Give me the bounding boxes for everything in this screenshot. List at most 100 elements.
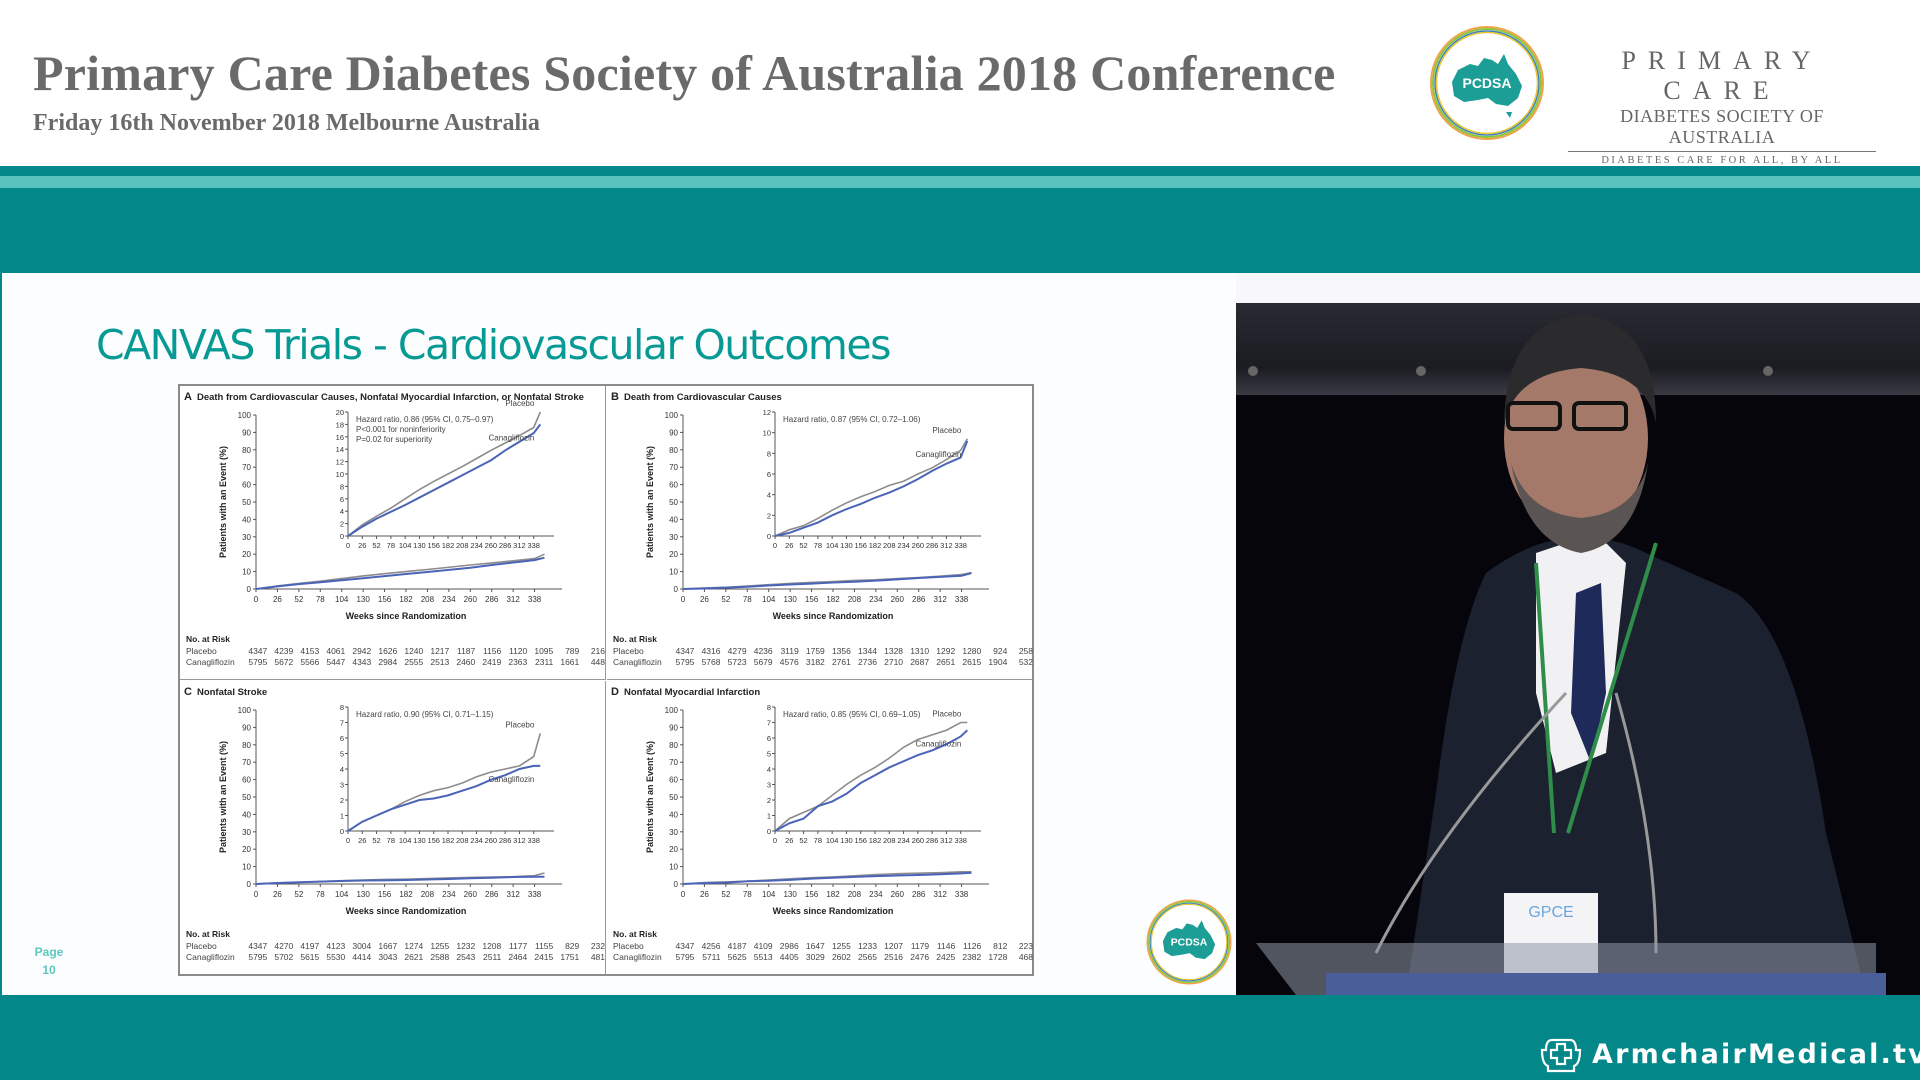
svg-text:100: 100: [665, 706, 679, 715]
svg-text:234: 234: [442, 595, 456, 604]
svg-text:80: 80: [242, 741, 251, 750]
svg-text:208: 208: [421, 595, 435, 604]
svg-text:156: 156: [854, 541, 867, 550]
svg-text:52: 52: [721, 890, 730, 899]
risk-table: No. at Risk Placebo 4347 4256 4187 4109 2986 16…: [613, 929, 1033, 962]
svg-text:156: 156: [854, 836, 867, 845]
armchair-medical-brand: ArmchairMedical.tv: [1540, 1034, 1920, 1074]
chart-panel-d: D Nonfatal Myocardial Infarction 0 10 20 30 40…: [607, 681, 1033, 975]
svg-text:52: 52: [721, 595, 730, 604]
page-indicator: Page 10: [32, 943, 66, 979]
svg-text:Weeks since Randomization: Weeks since Randomization: [773, 906, 894, 916]
svg-text:Weeks since Randomization: Weeks since Randomization: [346, 906, 467, 916]
pcdsa-wordmark: PRIMARY CARE DIABETES SOCIETY OF AUSTRAL…: [1562, 46, 1882, 166]
svg-text:104: 104: [762, 890, 776, 899]
svg-text:6: 6: [767, 734, 771, 743]
svg-text:26: 26: [273, 595, 282, 604]
svg-text:182: 182: [442, 836, 455, 845]
svg-text:182: 182: [826, 595, 840, 604]
svg-text:338: 338: [955, 595, 969, 604]
svg-text:312: 312: [940, 836, 953, 845]
svg-text:286: 286: [912, 595, 926, 604]
panel-title: A Death from Cardiovascular Causes, Nonfa…: [184, 391, 584, 403]
svg-text:6: 6: [340, 495, 344, 504]
svg-text:234: 234: [897, 836, 910, 845]
svg-text:104: 104: [335, 595, 349, 604]
risk-row: Canagliflozin 5795 5711 5625 5513 4405 3029 260…: [613, 951, 1033, 962]
svg-text:10: 10: [242, 568, 251, 577]
svg-text:6: 6: [340, 734, 344, 743]
svg-text:4: 4: [340, 765, 344, 774]
svg-text:286: 286: [926, 541, 939, 550]
svg-text:260: 260: [891, 595, 905, 604]
svg-text:100: 100: [238, 706, 252, 715]
svg-text:0: 0: [254, 595, 259, 604]
video-wall: [1236, 273, 1920, 303]
rail-bolt: [1248, 366, 1258, 376]
svg-text:312: 312: [940, 541, 953, 550]
svg-text:208: 208: [456, 541, 469, 550]
svg-text:104: 104: [826, 836, 839, 845]
rail-bolt: [1416, 366, 1426, 376]
svg-text:Patients with an Event (%): Patients with an Event (%): [218, 741, 228, 853]
svg-text:78: 78: [387, 541, 395, 550]
svg-text:104: 104: [399, 836, 412, 845]
svg-text:Hazard ratio, 0.86 (95% CI, 0.: Hazard ratio, 0.86 (95% CI, 0.75–0.97): [356, 415, 494, 424]
svg-text:Hazard ratio, 0.87 (95% CI, 0.: Hazard ratio, 0.87 (95% CI, 0.72–1.06): [783, 415, 921, 424]
svg-text:90: 90: [242, 723, 251, 732]
risk-row: Placebo 4347 4256 4187 4109 2986 1647 1255 1233 1…: [613, 940, 1033, 951]
risk-row: Placebo 4347 4270 4197 4123 3004 1667 1274 1255 1…: [186, 940, 605, 951]
svg-text:312: 312: [513, 541, 526, 550]
svg-text:52: 52: [294, 595, 303, 604]
svg-text:90: 90: [669, 428, 678, 437]
svg-text:234: 234: [442, 890, 456, 899]
header-band-dark: [0, 166, 1920, 176]
svg-text:208: 208: [848, 595, 862, 604]
panel-title: C Nonfatal Stroke: [184, 686, 268, 698]
svg-text:70: 70: [242, 463, 251, 472]
svg-text:8: 8: [340, 482, 344, 491]
svg-text:26: 26: [358, 541, 366, 550]
svg-text:156: 156: [378, 890, 392, 899]
svg-text:50: 50: [669, 498, 678, 507]
header-band-main: [0, 188, 1920, 273]
brand-line-2: DIABETES SOCIETY OF AUSTRALIA: [1568, 106, 1876, 152]
risk-row: Placebo 4347 4316 4279 4236 3119 1759 1356 1344 1…: [613, 645, 1033, 656]
conference-subtitle: Friday 16th November 2018 Melbourne Aust…: [33, 110, 540, 136]
broadcast-header: Primary Care Diabetes Society of Austral…: [0, 0, 1920, 166]
svg-text:50: 50: [242, 498, 251, 507]
svg-text:30: 30: [242, 533, 251, 542]
svg-text:100: 100: [238, 411, 252, 420]
svg-text:338: 338: [527, 541, 540, 550]
svg-text:8: 8: [340, 703, 344, 712]
svg-text:234: 234: [897, 541, 910, 550]
svg-text:30: 30: [669, 533, 678, 542]
svg-text:104: 104: [399, 541, 412, 550]
svg-text:1: 1: [767, 812, 771, 821]
svg-text:100: 100: [665, 411, 679, 420]
svg-text:286: 286: [499, 836, 512, 845]
svg-text:208: 208: [421, 890, 435, 899]
svg-text:312: 312: [506, 595, 520, 604]
svg-text:20: 20: [669, 550, 678, 559]
svg-text:90: 90: [242, 428, 251, 437]
svg-text:78: 78: [316, 595, 325, 604]
svg-text:60: 60: [669, 776, 678, 785]
svg-text:260: 260: [485, 541, 498, 550]
svg-text:26: 26: [700, 595, 709, 604]
svg-text:PCDSA: PCDSA: [1462, 75, 1511, 91]
svg-text:130: 130: [356, 595, 370, 604]
svg-text:10: 10: [669, 568, 678, 577]
page-label: Page: [34, 945, 64, 959]
svg-text:338: 338: [954, 836, 967, 845]
svg-text:130: 130: [783, 595, 797, 604]
svg-text:78: 78: [743, 595, 752, 604]
svg-text:80: 80: [242, 446, 251, 455]
svg-text:10: 10: [763, 429, 771, 438]
svg-text:104: 104: [335, 890, 349, 899]
svg-text:260: 260: [912, 541, 925, 550]
svg-text:0: 0: [254, 890, 259, 899]
